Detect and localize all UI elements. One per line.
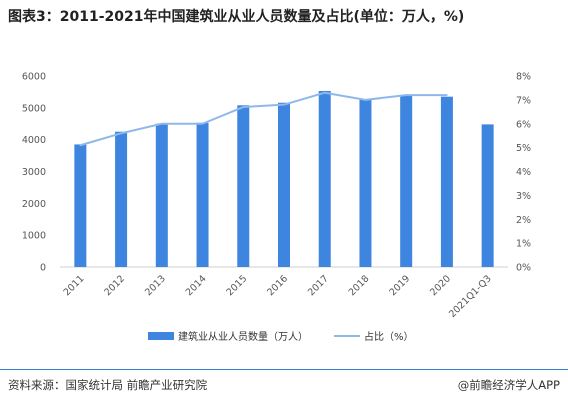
y-left-tick-label: 0 [40, 263, 46, 274]
bar [278, 102, 290, 268]
bar [318, 90, 331, 267]
x-tick-label: 2017 [306, 273, 331, 298]
source-note: 资料来源：国家统计局 前瞻产业研究院 [8, 378, 208, 392]
y-right-tick-label: 8% [516, 72, 531, 83]
y-left-tick-label: 1000 [22, 231, 46, 242]
line-point [283, 103, 285, 106]
bar [400, 95, 413, 267]
y-left-tick-label: 4000 [22, 135, 46, 146]
x-tick-label: 2016 [265, 273, 290, 298]
bar [155, 123, 168, 267]
line-point [323, 91, 326, 94]
line-point [120, 132, 122, 135]
y-right-axis: 0% 1% 2% 3% 4% 5% 6% 7% 8% [516, 72, 531, 274]
x-axis: 2011 2012 2013 2014 2015 2016 2017 2018 2019 2020… [62, 273, 494, 320]
y-right-tick-label: 4% [516, 167, 531, 178]
y-right-tick-label: 0% [516, 263, 531, 274]
y-left-axis: 0 1000 2000 3000 4000 5000 6000 [22, 72, 46, 274]
y-right-tick-label: 3% [516, 191, 531, 202]
bar [440, 96, 453, 267]
x-tick-label: 2011 [62, 273, 87, 298]
x-tick-label: 2014 [184, 273, 209, 298]
legend-bar-label: 建筑业从业人员数量（万人） [178, 330, 308, 343]
chart-title: 图表3：2011-2021年中国建筑业从业人员数量及占比(单位：万人，%) [8, 9, 465, 25]
y-right-tick-label: 1% [516, 239, 531, 250]
x-tick-label: 2012 [102, 273, 127, 298]
legend-bar-swatch [148, 332, 174, 340]
x-tick-label: 2013 [143, 273, 168, 298]
x-tick-label: 2019 [387, 273, 412, 298]
y-right-tick-label: 6% [516, 119, 531, 130]
legend-line-label: 占比（%） [364, 330, 414, 343]
y-right-tick-label: 2% [516, 215, 531, 226]
bar [74, 144, 87, 267]
brand-credit: @前瞻经济学人APP [457, 378, 560, 392]
line-point [446, 94, 448, 96]
line-point [405, 94, 407, 96]
y-left-tick-label: 3000 [22, 167, 46, 178]
bar [481, 124, 494, 268]
line-point [161, 122, 163, 125]
y-right-tick-label: 5% [516, 143, 531, 154]
y-left-tick-label: 5000 [22, 103, 46, 114]
x-tick-label: 2021Q1-Q3 [447, 273, 494, 320]
y-left-tick-label: 6000 [22, 72, 46, 83]
line-series [79, 91, 448, 147]
x-tick-label: 2020 [428, 273, 453, 298]
line-path [80, 91, 447, 147]
x-tick-label: 2015 [225, 273, 250, 298]
bar [237, 105, 250, 267]
line-point [364, 99, 367, 101]
y-right-tick-label: 7% [516, 95, 531, 106]
footer-divider [0, 369, 568, 370]
bar [196, 122, 209, 267]
bar-series [74, 90, 494, 268]
line-point [242, 106, 245, 108]
chart: 0 1000 2000 3000 4000 5000 6000 0% 1% 2% 3% 4% 5% 6%… [22, 72, 531, 344]
bar [115, 131, 128, 267]
line-point [79, 144, 82, 147]
y-left-tick-label: 2000 [22, 199, 46, 210]
bar [359, 99, 372, 267]
line-point [201, 122, 204, 125]
legend: 建筑业从业人员数量（万人） 占比（%） [148, 330, 414, 343]
x-tick-label: 2018 [347, 273, 372, 298]
